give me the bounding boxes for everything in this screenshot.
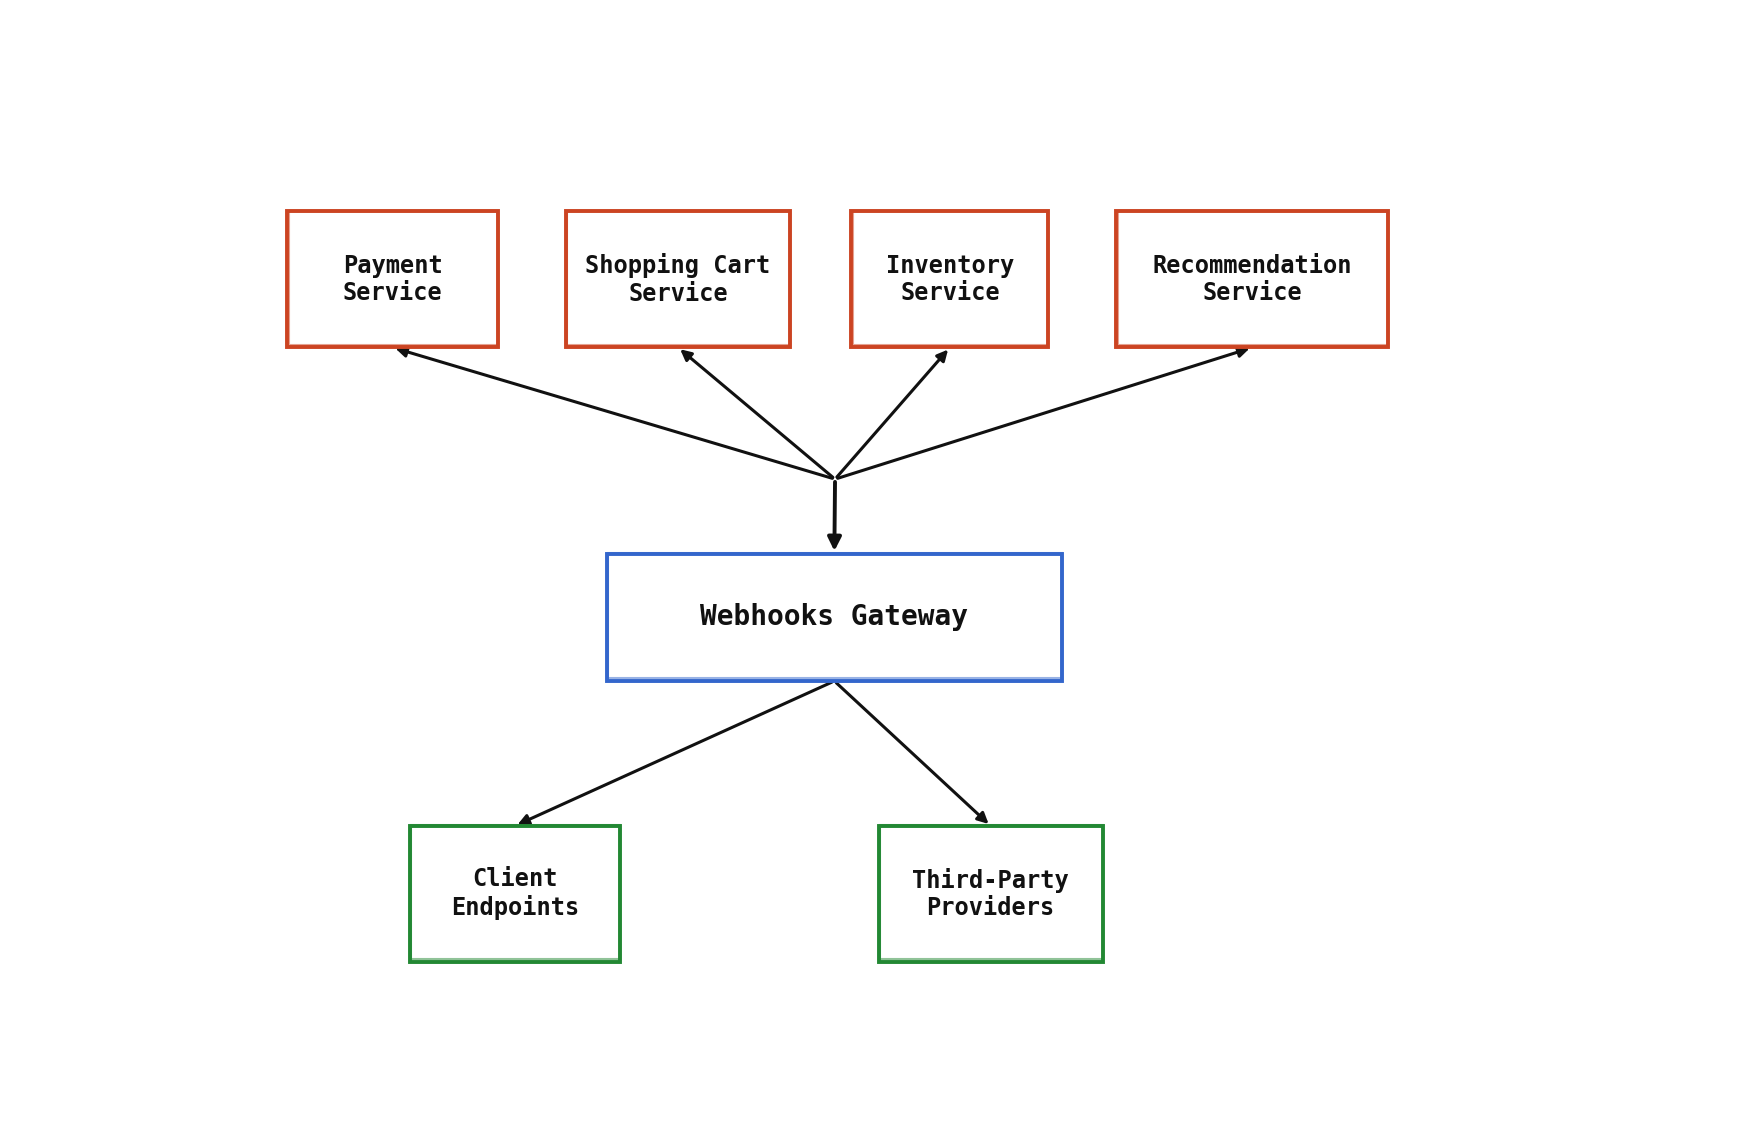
FancyBboxPatch shape (607, 554, 1063, 681)
FancyBboxPatch shape (410, 825, 621, 962)
FancyBboxPatch shape (879, 825, 1103, 962)
FancyBboxPatch shape (288, 211, 498, 348)
Text: Inventory
Service: Inventory Service (886, 253, 1014, 306)
Text: Third-Party
Providers: Third-Party Providers (912, 868, 1068, 920)
FancyBboxPatch shape (1117, 211, 1389, 348)
Text: Payment
Service: Payment Service (342, 253, 442, 306)
Text: Recommendation
Service: Recommendation Service (1152, 253, 1352, 306)
FancyBboxPatch shape (851, 211, 1049, 348)
Text: Client
Endpoints: Client Endpoints (451, 868, 579, 920)
Text: Webhooks Gateway: Webhooks Gateway (700, 603, 968, 632)
FancyBboxPatch shape (567, 211, 791, 348)
Text: Shopping Cart
Service: Shopping Cart Service (586, 253, 770, 306)
